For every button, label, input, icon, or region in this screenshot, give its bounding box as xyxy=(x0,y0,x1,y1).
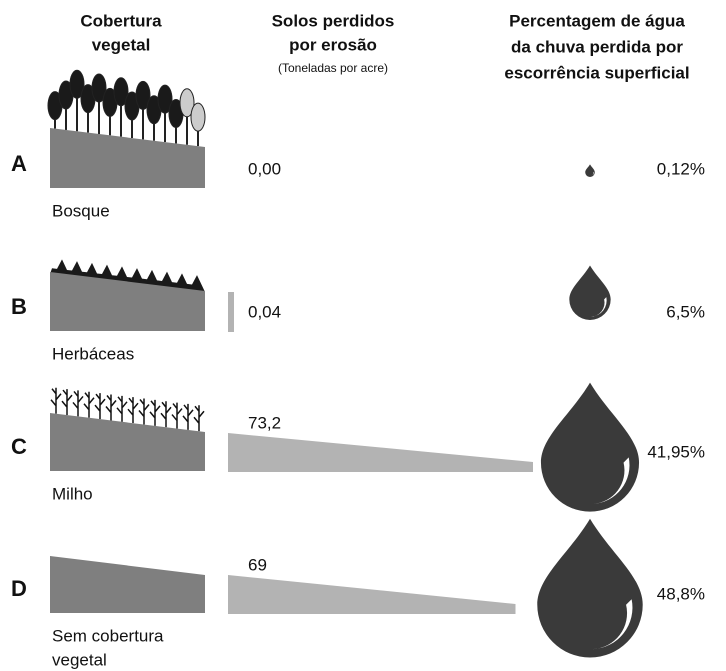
ground xyxy=(50,413,205,471)
corn-plant xyxy=(128,397,138,423)
cover-label: Herbáceas xyxy=(52,344,134,363)
corn-plant xyxy=(117,396,127,422)
cover-label: vegetal xyxy=(52,650,107,669)
soil-loss-value: 0,04 xyxy=(248,302,281,321)
corn-plant xyxy=(172,403,182,429)
corn-plant xyxy=(139,399,149,425)
soil-loss-value: 0,00 xyxy=(248,159,281,178)
drop-body xyxy=(541,383,639,512)
column-header: da chuva perdida por xyxy=(511,37,683,56)
runoff-value: 6,5% xyxy=(666,302,705,321)
infographic: Cobertura vegetal Solos perdidos por erosão… xyxy=(0,0,726,671)
landscape xyxy=(50,259,205,331)
row-letter: D xyxy=(11,576,27,601)
soil-loss-value: 73,2 xyxy=(248,413,281,432)
ground xyxy=(50,128,205,188)
corn-plant xyxy=(106,394,116,420)
runoff-value: 41,95% xyxy=(647,442,705,461)
column-header: vegetal xyxy=(92,35,151,54)
drop-body xyxy=(537,519,642,658)
landscape xyxy=(50,556,205,613)
drop-body xyxy=(585,164,595,177)
water-drop xyxy=(569,266,610,320)
column-header: por erosão xyxy=(289,35,377,54)
column-subheader: (Toneladas por acre) xyxy=(278,61,388,75)
corn-plant xyxy=(183,404,193,430)
corn-plant xyxy=(194,405,204,431)
corn-plant xyxy=(150,400,160,426)
runoff-value: 48,8% xyxy=(657,584,705,603)
row-letter: A xyxy=(11,151,27,176)
corn-plant xyxy=(73,390,83,416)
corn-plant xyxy=(95,393,105,419)
ground xyxy=(50,556,205,613)
row-letter: C xyxy=(11,434,27,459)
corn-plant xyxy=(51,388,61,414)
column-header: Cobertura xyxy=(80,11,162,30)
soil-loss-wedge xyxy=(228,575,516,614)
corn-plant xyxy=(62,389,72,415)
runoff-value: 0,12% xyxy=(657,159,705,178)
landscape xyxy=(50,388,205,471)
corn-plant xyxy=(161,401,171,427)
soil-loss-bar xyxy=(228,292,234,332)
water-drop xyxy=(541,383,639,512)
water-drop xyxy=(537,519,642,658)
cover-label: Bosque xyxy=(52,201,110,220)
row-letter: B xyxy=(11,294,27,319)
corn-plant xyxy=(84,392,94,418)
landscape xyxy=(48,70,205,188)
cover-label: Sem cobertura xyxy=(52,626,164,645)
soil-loss-wedge xyxy=(228,433,533,472)
column-header: Solos perdidos xyxy=(272,11,395,30)
water-drop xyxy=(585,164,595,177)
soil-loss-value: 69 xyxy=(248,555,267,574)
tree-crown xyxy=(191,103,205,131)
column-header: Percentagem de água xyxy=(509,11,685,30)
drop-body xyxy=(569,266,610,320)
cover-label: Milho xyxy=(52,484,93,503)
column-header: escorrência superficial xyxy=(504,63,689,82)
